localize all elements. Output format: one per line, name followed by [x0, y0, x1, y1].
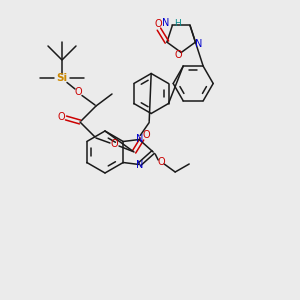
Text: O: O: [57, 112, 65, 122]
Text: N: N: [136, 160, 144, 170]
Text: N: N: [136, 134, 144, 143]
Text: O: O: [174, 50, 182, 61]
Text: H: H: [174, 19, 181, 28]
Text: O: O: [142, 130, 150, 140]
Text: N: N: [162, 18, 169, 28]
Text: O: O: [154, 19, 162, 29]
Text: O: O: [110, 139, 118, 149]
Text: Si: Si: [56, 73, 68, 83]
Text: O: O: [74, 87, 82, 97]
Text: N: N: [195, 39, 202, 49]
Text: O: O: [158, 157, 165, 167]
